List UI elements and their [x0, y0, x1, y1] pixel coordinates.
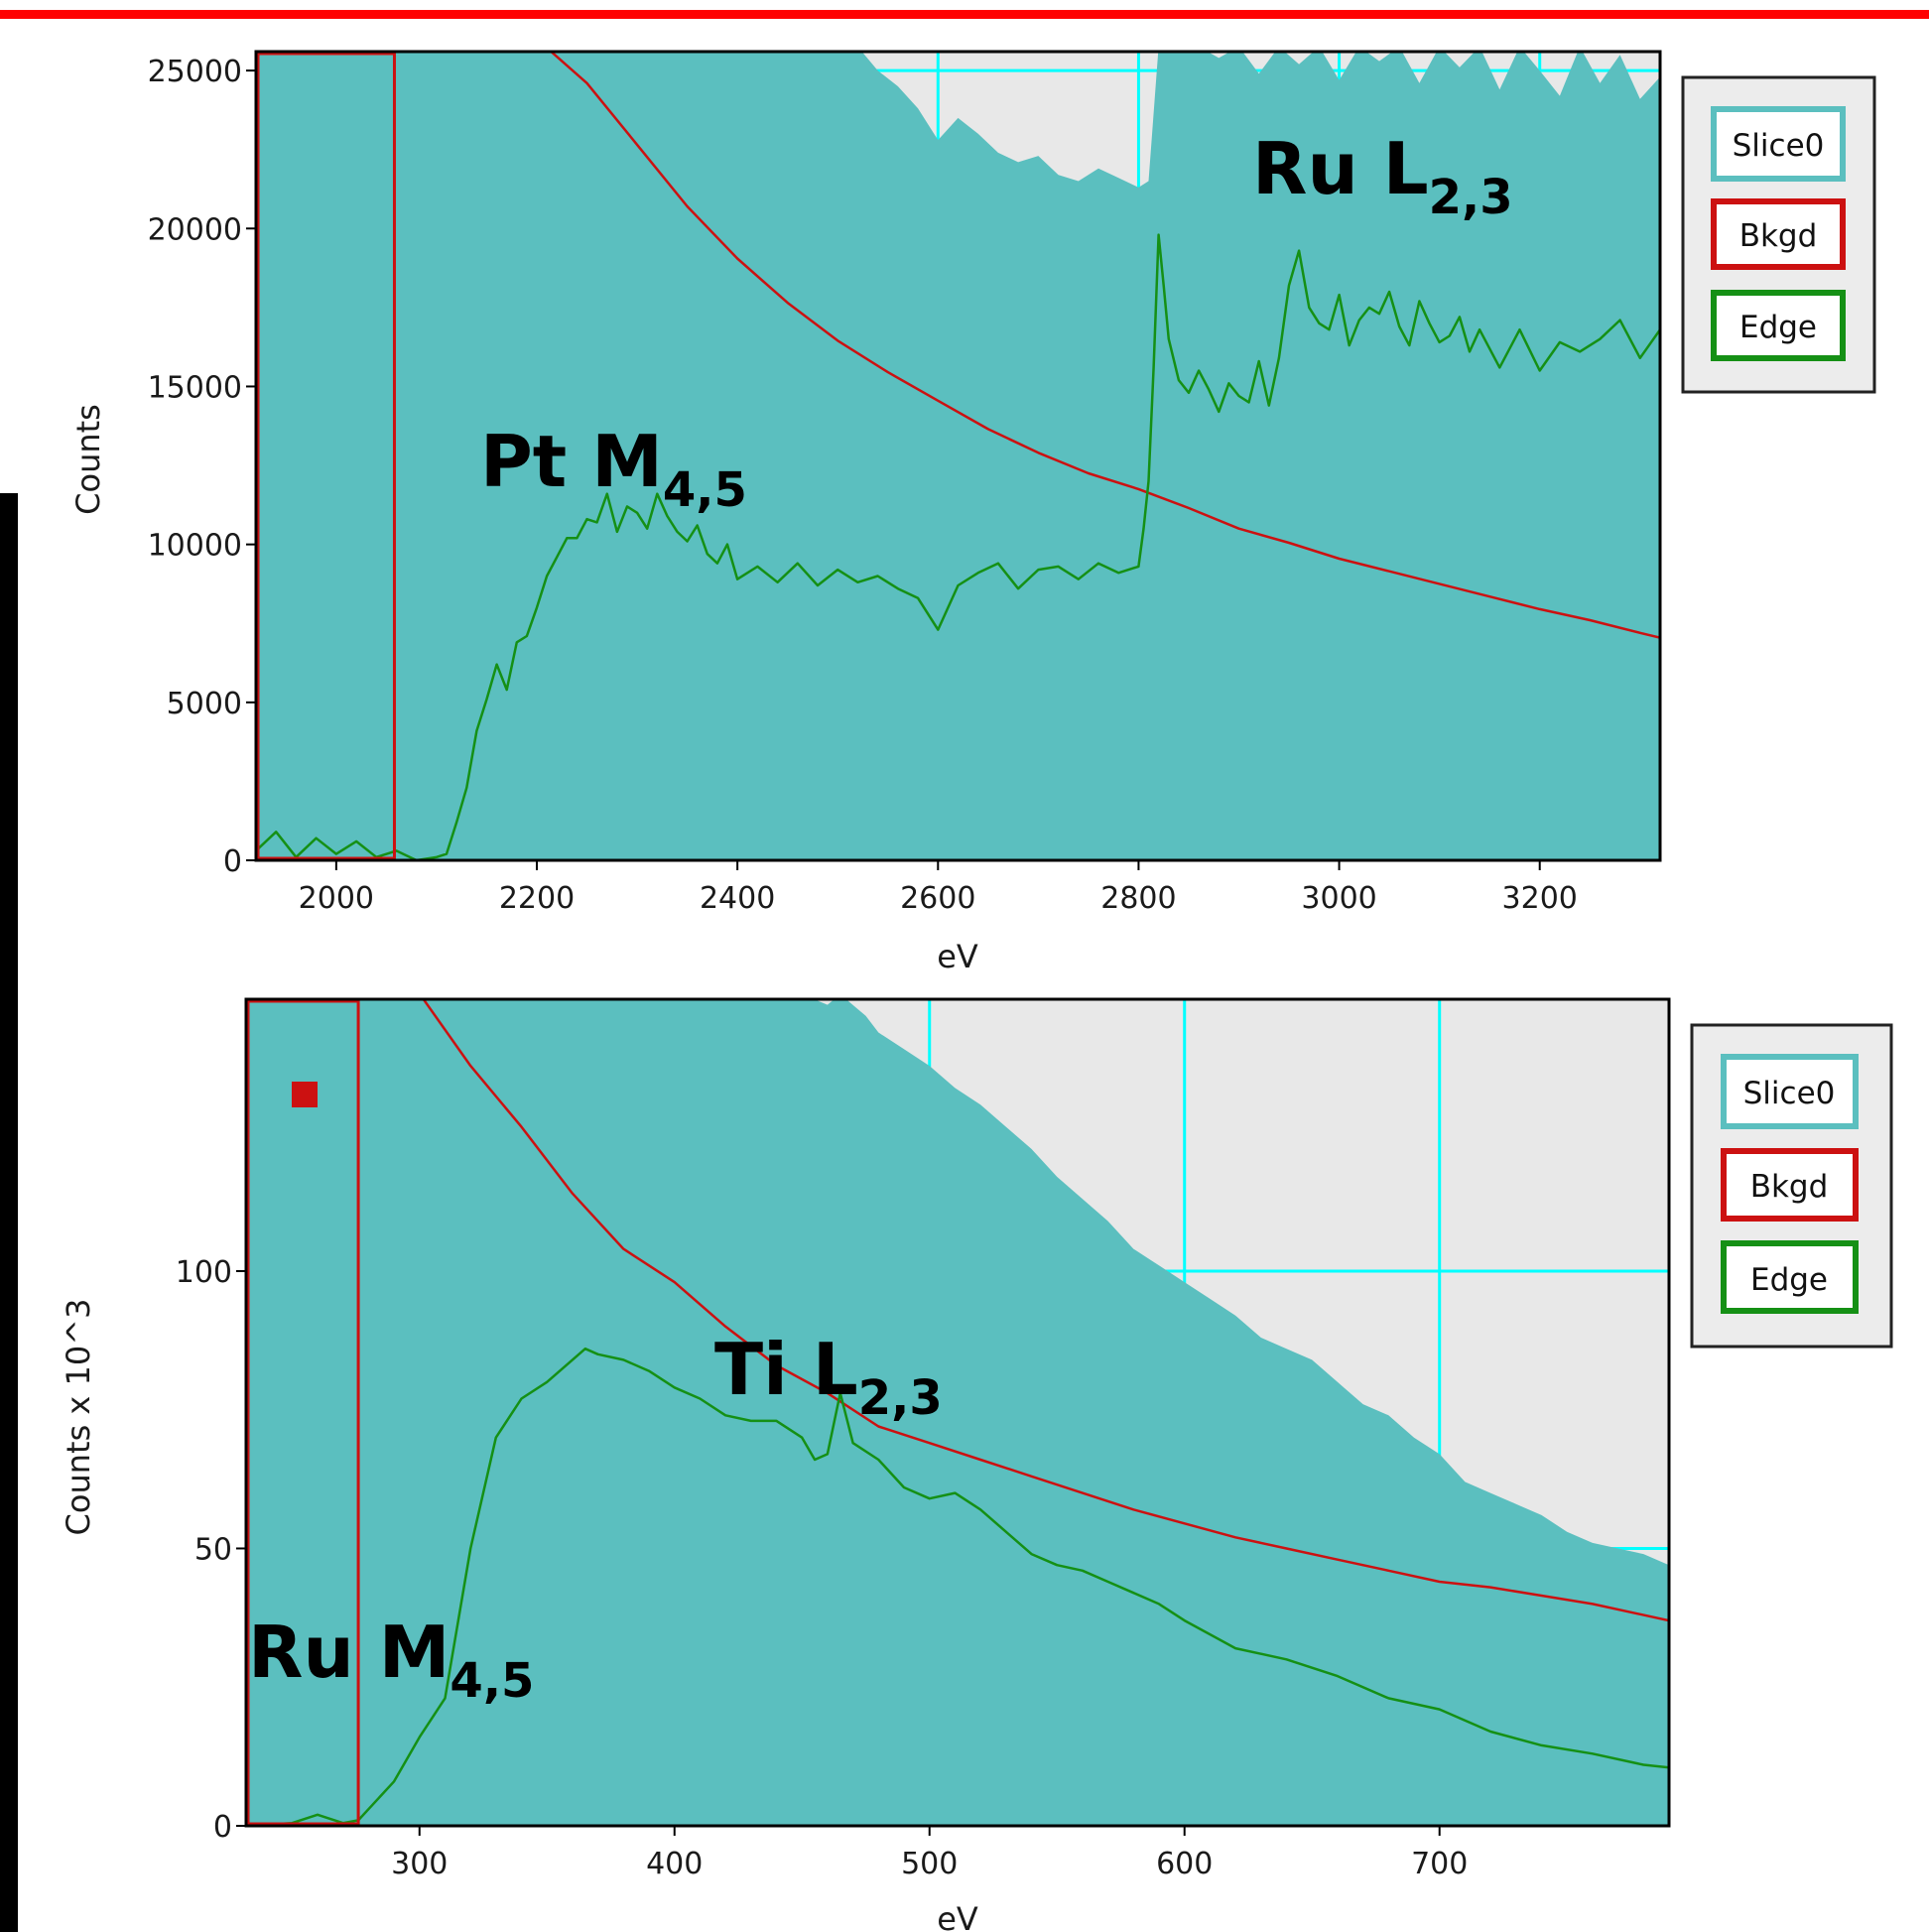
legend-item-bkgd[interactable]: Bkgd: [1721, 1148, 1859, 1222]
series-bkgd-line: [549, 52, 1660, 639]
y-axis: 0 50 100: [176, 1255, 246, 1845]
top-spectrum-panel: 2000 2200 2400 2600 2800 3000 3200 0 5000 10000 1…: [69, 50, 1876, 975]
x-tick-label: 2400: [700, 881, 775, 916]
x-tick-label: 2000: [299, 881, 374, 916]
legend: Slice0 Bkgd Edge: [1690, 1023, 1893, 1349]
legend-item-bkgd[interactable]: Bkgd: [1711, 198, 1846, 270]
svg-text:Edge: Edge: [1739, 310, 1817, 345]
svg-text:Slice0: Slice0: [1733, 128, 1825, 164]
window-handle[interactable]: [292, 1082, 318, 1107]
x-tick-label: 2800: [1100, 881, 1176, 916]
x-tick-label: 300: [391, 1847, 448, 1881]
series-bkgd-line: [422, 999, 1669, 1622]
ti-l23-annotation: Ti L2,3: [714, 1328, 943, 1426]
y-axis-label: Counts: [69, 404, 107, 515]
x-axis-label: eV: [937, 1900, 978, 1932]
y-tick-label: 25000: [148, 55, 242, 89]
y-tick-label: 0: [223, 844, 242, 879]
x-axis: 300 400 500 600 700: [391, 1826, 1468, 1881]
y-axis: 0 5000 10000 15000 20000 25000: [148, 55, 256, 879]
x-tick-label: 600: [1156, 1847, 1213, 1881]
pt-m45-annotation: Pt M4,5: [480, 420, 747, 518]
svg-text:Slice0: Slice0: [1743, 1076, 1836, 1111]
y-tick-label: 50: [194, 1532, 232, 1567]
top-accent-bar: [0, 10, 1929, 19]
series-edge-line: [246, 1347, 1669, 1826]
edge-curve: [246, 1347, 1669, 1826]
ru-l23-annotation: Ru L2,3: [1252, 127, 1513, 225]
bkgd-curve: [422, 999, 1669, 1622]
y-tick-label: 15000: [148, 370, 242, 405]
plot-frame: [254, 50, 1662, 862]
x-tick-label: 3200: [1502, 881, 1578, 916]
y-tick-label: 10000: [148, 529, 242, 564]
series-slice0-area: [246, 999, 1669, 1826]
edge-curve: [256, 233, 1660, 860]
x-axis-label: eV: [937, 938, 978, 975]
legend-item-edge[interactable]: Edge: [1711, 290, 1846, 361]
series-edge-line: [256, 233, 1660, 860]
slice0-area: [256, 52, 1660, 860]
svg-text:Edge: Edge: [1750, 1262, 1828, 1298]
legend: Slice0 Bkgd Edge: [1681, 75, 1876, 394]
slice0-area: [246, 999, 1669, 1826]
y-tick-label: 100: [176, 1255, 232, 1290]
x-tick-label: 3000: [1301, 881, 1376, 916]
background-window[interactable]: [256, 52, 396, 860]
svg-text:Bkgd: Bkgd: [1739, 218, 1818, 254]
y-tick-label: 20000: [148, 212, 242, 247]
svg-text:Bkgd: Bkgd: [1750, 1169, 1829, 1205]
x-tick-label: 500: [901, 1847, 958, 1881]
y-tick-label: 0: [213, 1810, 232, 1845]
legend-item-slice0[interactable]: Slice0: [1721, 1054, 1859, 1129]
legend-item-edge[interactable]: Edge: [1721, 1240, 1859, 1314]
plot-frame: [244, 997, 1671, 1828]
x-tick-label: 2200: [499, 881, 575, 916]
left-edge-bar: [0, 493, 18, 1932]
bkgd-curve: [549, 52, 1660, 639]
series-slice0-area: [256, 52, 1660, 860]
y-axis-label: Counts x 10^3: [60, 1299, 97, 1536]
background-window[interactable]: [246, 999, 360, 1826]
legend-item-slice0[interactable]: Slice0: [1711, 106, 1846, 182]
x-tick-label: 400: [646, 1847, 703, 1881]
ru-m45-annotation: Ru M4,5: [248, 1610, 534, 1709]
x-tick-label: 2600: [900, 881, 975, 916]
y-tick-label: 5000: [167, 687, 242, 721]
x-axis: 2000 2200 2400 2600 2800 3000 3200: [299, 860, 1578, 916]
x-tick-label: 700: [1411, 1847, 1468, 1881]
